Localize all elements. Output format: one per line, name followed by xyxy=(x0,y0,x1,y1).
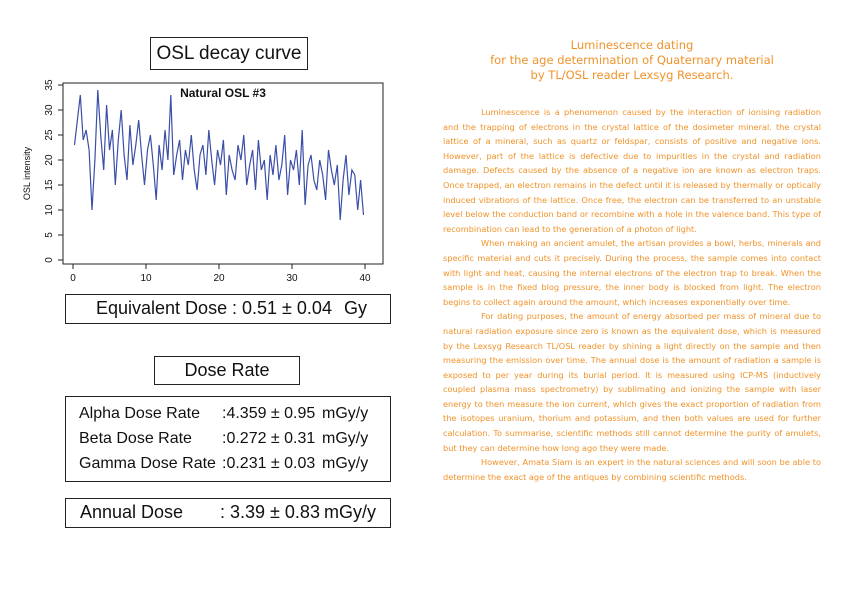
gamma-dose-rate-row: Gamma Dose Rate :0.231 ± 0.03 mGy/y xyxy=(79,455,389,477)
alpha-dose-rate-row: Alpha Dose Rate :4.359 ± 0.95 mGy/y xyxy=(79,405,389,427)
beta-dose-rate-value: :0.272 ± 0.31 xyxy=(222,430,316,447)
annual-dose-label: Annual Dose xyxy=(80,502,184,522)
dose-rates-box: Alpha Dose Rate :4.359 ± 0.95 mGy/y Beta… xyxy=(65,396,391,482)
annual-dose-value: : 3.39 ± 0.83 xyxy=(220,502,320,522)
y-tick-label: 5 xyxy=(44,232,55,238)
article-paragraph: For dating purposes, the amount of energ… xyxy=(443,311,821,453)
plot-frame xyxy=(62,82,384,265)
gamma-dose-rate-label: Gamma Dose Rate xyxy=(79,455,216,472)
gamma-dose-rate-value: :0.231 ± 0.03 xyxy=(222,455,316,472)
article-paragraph: When making an ancient amulet, the artis… xyxy=(443,238,821,307)
x-tick-label: 10 xyxy=(140,273,152,284)
y-tick-label: 0 xyxy=(44,257,55,263)
equivalent-dose-label: Equivalent Dose xyxy=(96,298,228,318)
dose-rate-title: Dose Rate xyxy=(154,356,300,385)
osl-decay-title: OSL decay curve xyxy=(150,37,308,70)
osl-decay-title-text: OSL decay curve xyxy=(156,42,302,64)
article-title-line: Luminescence dating xyxy=(570,38,694,52)
article-paragraph: However, Amata Siam is an expert in the … xyxy=(443,457,821,482)
y-tick-label: 35 xyxy=(44,79,55,91)
article-paragraph: Luminescence is a phenomenon caused by t… xyxy=(443,107,821,234)
y-tick-label: 20 xyxy=(44,154,55,166)
article-title-line: by TL/OSL reader Lexsyg Research. xyxy=(530,68,734,82)
beta-dose-rate-row: Beta Dose Rate :0.272 ± 0.31 mGy/y xyxy=(79,430,389,452)
chart-title: Natural OSL #3 xyxy=(180,86,266,100)
y-tick-label: 25 xyxy=(44,129,55,141)
y-tick-label: 15 xyxy=(44,179,55,191)
article-title-line: for the age determination of Quaternary … xyxy=(490,53,774,67)
alpha-dose-rate-unit: mGy/y xyxy=(322,405,369,422)
osl-series-line xyxy=(73,89,365,221)
annual-dose-box: Annual Dose : 3.39 ± 0.83 mGy/y xyxy=(65,498,391,528)
x-tick-label: 20 xyxy=(213,273,225,284)
x-tick-label: 30 xyxy=(286,273,298,284)
y-tick-label: 30 xyxy=(44,104,55,116)
beta-dose-rate-unit: mGy/y xyxy=(322,430,369,447)
x-tick-label: 40 xyxy=(359,273,371,284)
beta-dose-rate-label: Beta Dose Rate xyxy=(79,430,192,447)
article-body: Luminescence is a phenomenon caused by t… xyxy=(443,105,821,484)
article-title: Luminescence dating for the age determin… xyxy=(443,38,821,83)
equivalent-dose-box: Equivalent Dose : 0.51 ± 0.04 Gy xyxy=(65,294,391,324)
article: Luminescence dating for the age determin… xyxy=(443,38,821,484)
alpha-dose-rate-value: :4.359 ± 0.95 xyxy=(222,405,316,422)
x-tick-label: 0 xyxy=(70,273,76,284)
gamma-dose-rate-unit: mGy/y xyxy=(322,455,369,472)
alpha-dose-rate-label: Alpha Dose Rate xyxy=(79,405,200,422)
dose-rate-title-text: Dose Rate xyxy=(184,360,270,380)
equivalent-dose-unit: Gy xyxy=(344,298,368,318)
y-tick-label: 10 xyxy=(44,204,55,216)
annual-dose-unit: mGy/y xyxy=(324,502,376,522)
y-axis-label: OSL intensity xyxy=(22,146,32,200)
osl-decay-chart: 0 10 20 30 40 0 5 10 15 20 25 30 35 OSL intensity Natu… xyxy=(22,79,384,284)
equivalent-dose-value: : 0.51 ± 0.04 xyxy=(232,298,332,318)
